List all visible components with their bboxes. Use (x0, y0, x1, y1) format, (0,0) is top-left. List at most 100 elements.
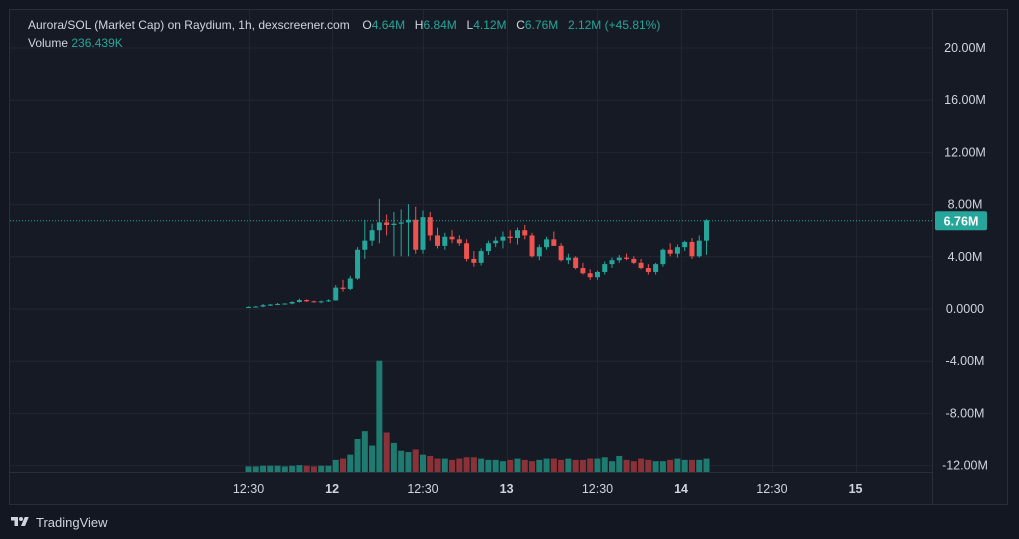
candle-body (478, 251, 484, 263)
price-tick-label: 0.0000 (946, 302, 984, 316)
price-tick-label: 16.00M (944, 93, 986, 107)
volume-bar (601, 457, 608, 472)
volume-bar (499, 461, 506, 472)
candle-body (333, 287, 339, 301)
candle-body (420, 217, 426, 250)
volume-bar (572, 459, 579, 472)
volume-bar (347, 454, 354, 472)
candle-body (485, 243, 491, 252)
candle-body (544, 239, 550, 248)
candle-body (653, 264, 659, 272)
open-value: 4.64M (371, 18, 406, 32)
volume-bar (696, 459, 703, 472)
volume-bar (369, 445, 376, 472)
time-tick-label: 12:30 (756, 482, 787, 496)
candle-body (347, 278, 353, 289)
volume-bar (565, 458, 572, 472)
high-value: 6.84M (423, 18, 457, 32)
candle-body (369, 230, 375, 241)
volume-bar (609, 461, 615, 472)
last-price-badge: 6.76M (935, 211, 987, 231)
candle-body (638, 262, 644, 269)
candle-body (645, 268, 651, 272)
candle-body (391, 223, 397, 225)
volume-value: 236.439K (71, 36, 123, 50)
price-tick-label: -8.00M (946, 406, 985, 420)
last-price-badge-label: 6.76M (944, 214, 979, 228)
candle-body (594, 271, 600, 278)
candle-body (536, 247, 542, 257)
price-axis[interactable]: 20.00M 16.00M 12.00M 8.00M 4.00M 0.0000 -4.00M… (942, 41, 988, 473)
volume-bar (427, 455, 434, 472)
candle-body (435, 235, 441, 246)
candle-body (682, 241, 688, 248)
volume-bar (419, 454, 426, 472)
volume-bar (630, 461, 637, 472)
time-tick-label: 12:30 (407, 482, 438, 496)
candle-body (573, 257, 579, 269)
candle-body (442, 236, 448, 246)
volume-bar (674, 458, 681, 472)
volume-bar (390, 442, 397, 472)
time-axis[interactable]: 12:30 12 12:30 13 12:30 14 12:30 15 (233, 482, 863, 496)
volume-bar (579, 459, 586, 472)
volume-bar (281, 466, 288, 472)
price-tick-label: 8.00M (948, 198, 983, 212)
candle-body (580, 268, 586, 274)
candle-body (355, 249, 361, 279)
candle-body (471, 258, 477, 263)
candle-body (464, 243, 470, 259)
volume-bar (274, 465, 281, 472)
high-label: H (414, 18, 424, 32)
change-value: 2.12M (+45.81%) (567, 18, 661, 32)
volume-bar (536, 459, 543, 472)
candle-body (529, 235, 535, 257)
volume-bar (361, 431, 368, 472)
candle-body (282, 303, 288, 305)
price-tick-label: 4.00M (948, 250, 983, 264)
volume-bar (405, 452, 412, 472)
candle-body (704, 220, 710, 241)
volume-bar (470, 457, 477, 472)
volume-bar (558, 459, 565, 472)
price-tick-label: -4.00M (946, 354, 985, 368)
volume-bar (514, 458, 521, 472)
candle-body (275, 303, 281, 305)
volume-bar (521, 459, 528, 472)
close-value: 6.76M (524, 18, 559, 32)
candle-body (631, 258, 637, 263)
close-label: C (516, 18, 525, 32)
volume-bar (449, 459, 456, 472)
price-tick-label: 12.00M (944, 145, 986, 159)
volume-bar (289, 465, 296, 472)
candle-body (500, 236, 506, 241)
tradingview-branding[interactable]: TradingView (10, 512, 108, 532)
chart-panel[interactable]: 20.00M 16.00M 12.00M 8.00M 4.00M 0.0000 -4.00M… (9, 9, 1008, 505)
candle-body (674, 247, 680, 254)
candlestick-chart[interactable]: 20.00M 16.00M 12.00M 8.00M 4.00M 0.0000 -4.00M… (10, 10, 1007, 504)
candle-body (296, 300, 302, 302)
candle-body (660, 249, 666, 265)
tradingview-brand-text: TradingView (36, 514, 108, 530)
volume-bar (383, 432, 390, 472)
time-tick-label: 12:30 (582, 482, 613, 496)
volume-bar (267, 465, 274, 472)
volume-bar (667, 459, 674, 472)
volume-bar (296, 465, 303, 472)
candle-body (340, 287, 346, 289)
candles (246, 198, 710, 308)
candle-body (565, 257, 571, 261)
candle-body (493, 240, 499, 244)
volume-label: Volume (28, 36, 69, 50)
volume-bar (507, 459, 514, 472)
time-tick-label: 13 (500, 482, 514, 496)
volume-bar (441, 458, 448, 472)
candle-body (413, 219, 419, 250)
candle-body (427, 217, 433, 236)
volume-legend: Volume 236.439K (28, 36, 123, 50)
volume-bar (332, 459, 339, 472)
volume-bar (623, 459, 630, 472)
candle-body (304, 300, 310, 302)
candle-body (267, 304, 273, 306)
time-tick-label: 12:30 (233, 482, 264, 496)
